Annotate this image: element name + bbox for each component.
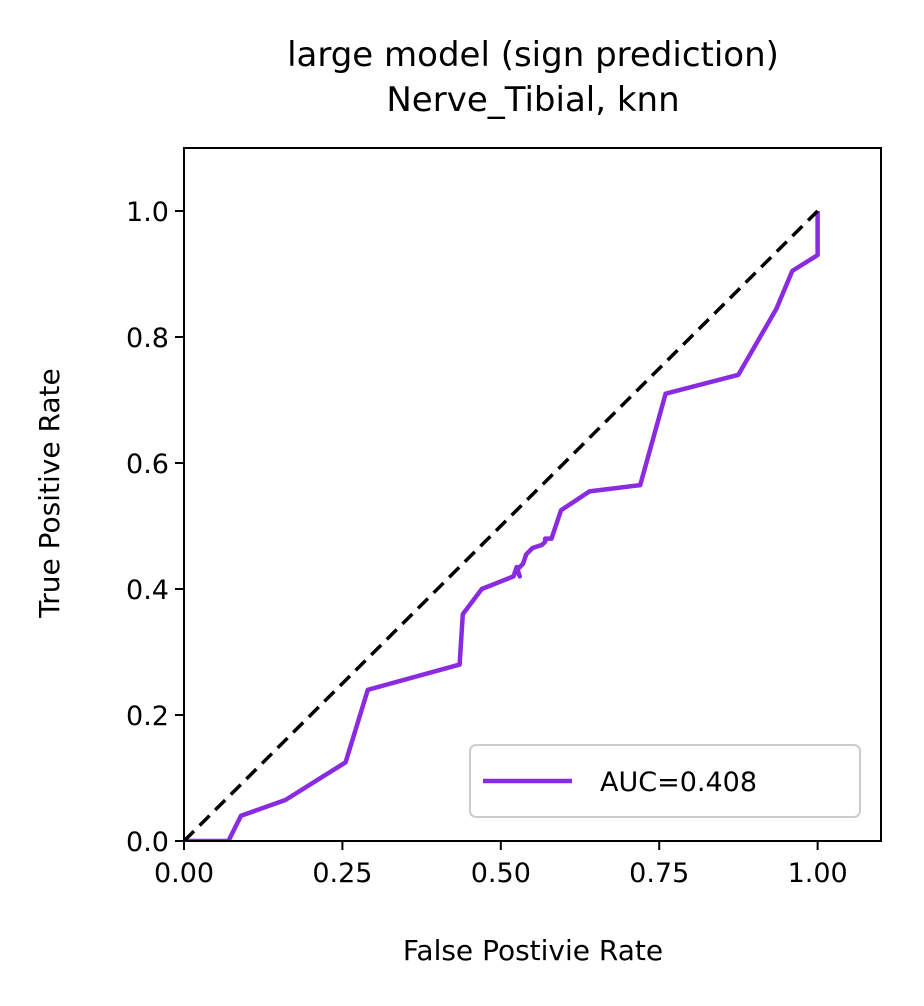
plot-frame	[183, 147, 882, 842]
x-tick-label: 0.75	[629, 858, 689, 889]
roc-curve-line	[184, 211, 820, 841]
x-tick-label: 0.50	[471, 858, 531, 889]
y-axis-label: True Positive Rate	[33, 368, 66, 618]
legend: AUC=0.408	[469, 744, 861, 818]
series-layer	[184, 209, 820, 841]
y-tick-label: 1.0	[126, 197, 169, 228]
diagonal-reference-line	[184, 209, 819, 841]
y-tick-label: 0.0	[126, 827, 169, 858]
legend-label: AUC=0.408	[600, 767, 757, 798]
y-tick-label: 0.8	[126, 323, 169, 354]
chart-subtitle: Nerve_Tibial, knn	[386, 80, 679, 120]
x-tick-label: 1.00	[788, 858, 848, 889]
y-tick-label: 0.6	[126, 449, 169, 480]
x-axis-label: False Postivie Rate	[403, 934, 663, 967]
chart-title: large model (sign prediction)	[287, 35, 779, 75]
legend-box	[469, 744, 861, 818]
x-tick-label: 0.00	[154, 858, 214, 889]
y-tick-label: 0.4	[126, 575, 169, 606]
x-tick-label: 0.25	[312, 858, 372, 889]
ticks-layer: 0.00 0.25 0.50 0.75 1.00 0.0 0.2 0.4 0.6 0.8 1.0	[126, 197, 848, 889]
y-tick-label: 0.2	[126, 701, 169, 732]
